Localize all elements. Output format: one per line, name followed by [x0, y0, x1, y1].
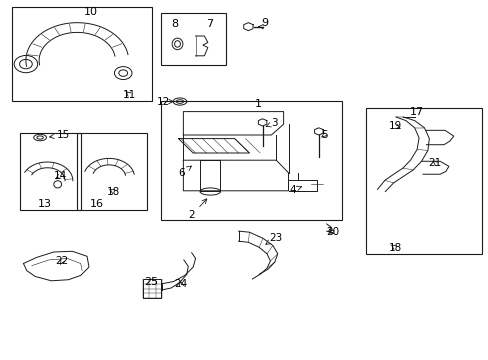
Text: 12: 12 [156, 96, 173, 107]
Text: 18: 18 [106, 186, 120, 197]
Text: 6: 6 [178, 166, 191, 178]
Text: 25: 25 [144, 276, 158, 287]
Text: 8: 8 [171, 19, 178, 30]
Text: 10: 10 [83, 6, 97, 17]
Text: 4: 4 [288, 185, 301, 195]
Text: 14: 14 [54, 171, 67, 181]
Text: 20: 20 [325, 227, 338, 237]
Text: 19: 19 [387, 121, 401, 131]
Bar [365, 108, 481, 254]
Text: 16: 16 [90, 199, 103, 210]
Bar [77, 133, 146, 210]
Text: 18: 18 [387, 243, 401, 253]
Text: 9: 9 [261, 18, 268, 28]
Bar [20, 133, 81, 210]
Text: 5: 5 [320, 130, 327, 140]
Text: 24: 24 [174, 279, 187, 289]
Text: 13: 13 [38, 199, 52, 210]
Bar [161, 13, 225, 65]
Text: 3: 3 [265, 118, 278, 128]
Bar [161, 101, 342, 220]
Text: 22: 22 [55, 256, 69, 266]
Text: 21: 21 [427, 158, 441, 168]
Text: 17: 17 [409, 107, 423, 117]
Text: 15: 15 [50, 130, 70, 140]
Text: 23: 23 [265, 233, 283, 244]
Bar [142, 279, 161, 298]
Text: 11: 11 [122, 90, 136, 100]
Text: 7: 7 [205, 19, 212, 30]
Bar [12, 7, 151, 101]
Text: 1: 1 [254, 99, 261, 109]
Text: 2: 2 [188, 199, 206, 220]
